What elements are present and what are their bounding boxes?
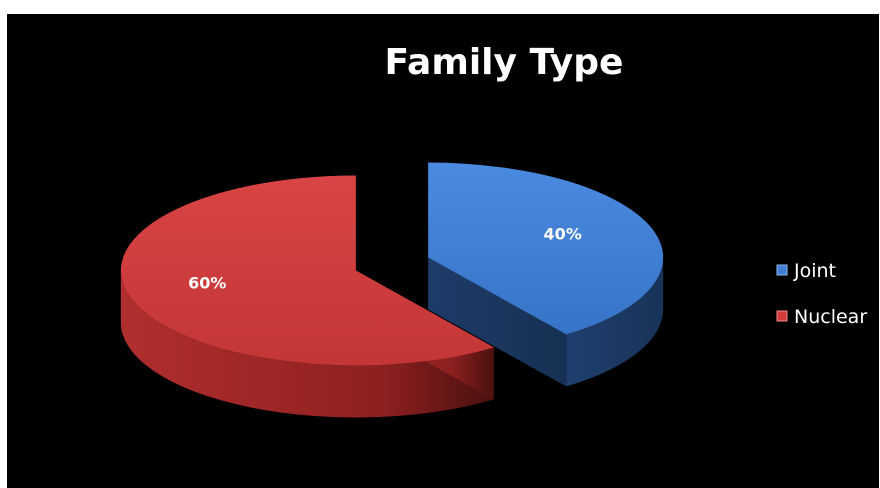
data-label-joint: 40%: [544, 224, 582, 243]
slice-side-joint: [566, 257, 664, 387]
legend-swatch-nuclear: [776, 310, 788, 322]
chart-title: Family Type: [385, 42, 624, 83]
slice-top-joint: [428, 162, 664, 335]
pie-slice-nuclear: 60%: [120, 175, 494, 418]
legend-label-joint: Joint: [793, 260, 836, 282]
legend-swatch-joint: [776, 264, 788, 276]
slice-top-nuclear: [120, 175, 494, 366]
legend: Joint Nuclear: [776, 260, 867, 328]
pie-chart: Family Type 40% 60% Joint Nuclear: [120, 42, 867, 418]
legend-label-nuclear: Nuclear: [794, 306, 867, 328]
pie-slice-joint: 40%: [428, 162, 664, 387]
chart-area: Family Type 40% 60% Joint Nuclear: [7, 14, 879, 488]
pie-slices: 40% 60%: [120, 162, 664, 418]
data-label-nuclear: 60%: [188, 274, 226, 293]
slice-side-nuclear: [120, 270, 494, 418]
slice-wall-joint: [428, 257, 567, 387]
